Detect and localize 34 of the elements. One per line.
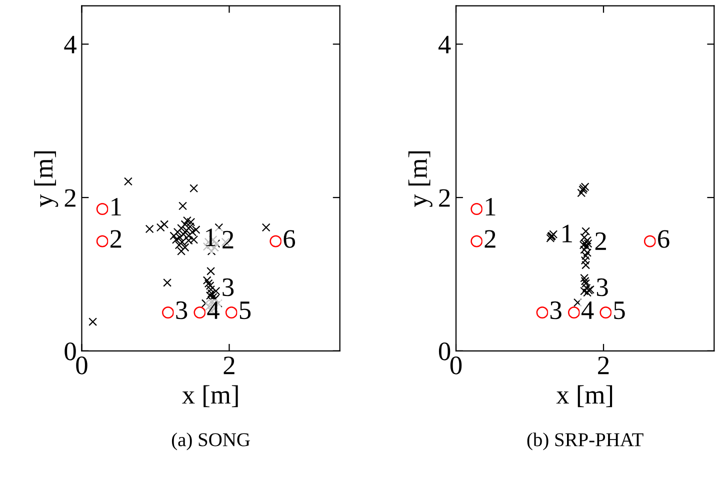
annotation: 2 <box>484 230 496 248</box>
annotation: 2 <box>222 230 234 248</box>
x-tick-label: 2 <box>598 356 609 374</box>
annotation: 6 <box>658 230 670 248</box>
annotation: 4 <box>581 302 594 319</box>
annotation: 1 <box>112 198 121 216</box>
x-axis-title: x [m] <box>182 385 238 408</box>
x-tick-label: 0 <box>76 356 88 374</box>
x-axis-title: x [m] <box>556 385 612 408</box>
annotation: 5 <box>240 302 251 320</box>
y-tick-label: 0 <box>64 342 76 360</box>
annotation: 2 <box>595 232 606 250</box>
y-axis-title: y [m] <box>34 151 58 207</box>
text: (b) SRP-PHAT <box>527 432 644 450</box>
annotation: 4 <box>207 302 220 319</box>
annotation: 5 <box>614 302 625 320</box>
y-tick-label: 2 <box>64 189 76 207</box>
annotation: 2 <box>110 230 122 248</box>
annotation: 1 <box>562 224 572 242</box>
annotation: 3 <box>222 278 234 296</box>
annotation: 1 <box>206 228 216 246</box>
y-tick-label: 2 <box>439 189 450 207</box>
y-tick-label: 0 <box>438 342 450 360</box>
y-tick-label: 4 <box>438 36 451 54</box>
y-axis-title: y [m] <box>408 151 432 207</box>
annotation: 6 <box>284 230 296 248</box>
y-tick-label: 4 <box>64 36 76 54</box>
annotation: 3 <box>176 301 188 320</box>
x-tick-label: 2 <box>224 356 234 374</box>
annotation: 1 <box>486 198 496 216</box>
text: (a) SONG <box>172 432 250 450</box>
annotation: 3 <box>550 301 562 320</box>
annotation: 3 <box>596 278 608 296</box>
x-tick-label: 0 <box>450 356 462 374</box>
